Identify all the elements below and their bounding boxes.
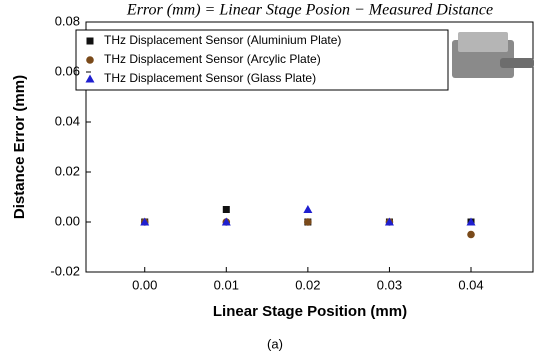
- legend-label: THz Displacement Sensor (Arcylic Plate): [104, 52, 321, 66]
- stage-photo: [452, 32, 534, 78]
- marker: [384, 217, 394, 226]
- y-tick-label: 0.02: [55, 163, 80, 178]
- x-tick-label: 0.00: [132, 277, 157, 292]
- y-axis-label: Distance Error (mm): [11, 75, 28, 219]
- x-tick-label: 0.03: [377, 277, 402, 292]
- caption: (a): [267, 336, 283, 351]
- marker: [304, 218, 312, 226]
- x-tick-label: 0.01: [214, 277, 239, 292]
- y-tick-label: 0.00: [55, 213, 80, 228]
- legend-frame: [75, 29, 449, 91]
- plot-frame: [85, 21, 534, 273]
- marker: [221, 217, 231, 226]
- legend-label: THz Displacement Sensor (Glass Plate): [104, 71, 316, 85]
- y-tick-label: 0.06: [55, 63, 80, 78]
- y-tick-label: 0.04: [55, 113, 80, 128]
- legend-label: THz Displacement Sensor (Aluminium Plate…: [104, 33, 341, 47]
- marker: [140, 217, 150, 226]
- x-tick-label: 0.04: [458, 277, 483, 292]
- marker: [303, 205, 313, 213]
- legend-marker: [86, 56, 94, 64]
- legend-marker: [85, 74, 95, 83]
- marker: [222, 206, 230, 213]
- legend-marker: [86, 37, 94, 45]
- y-tick-label: -0.02: [50, 263, 80, 278]
- y-tick-label: 0.08: [55, 13, 80, 28]
- chart-title: Error (mm) = Linear Stage Posion − Measu…: [126, 2, 493, 19]
- marker: [467, 230, 475, 239]
- x-axis-label: Linear Stage Position (mm): [213, 303, 407, 320]
- marker: [466, 217, 476, 226]
- x-tick-label: 0.02: [295, 277, 320, 292]
